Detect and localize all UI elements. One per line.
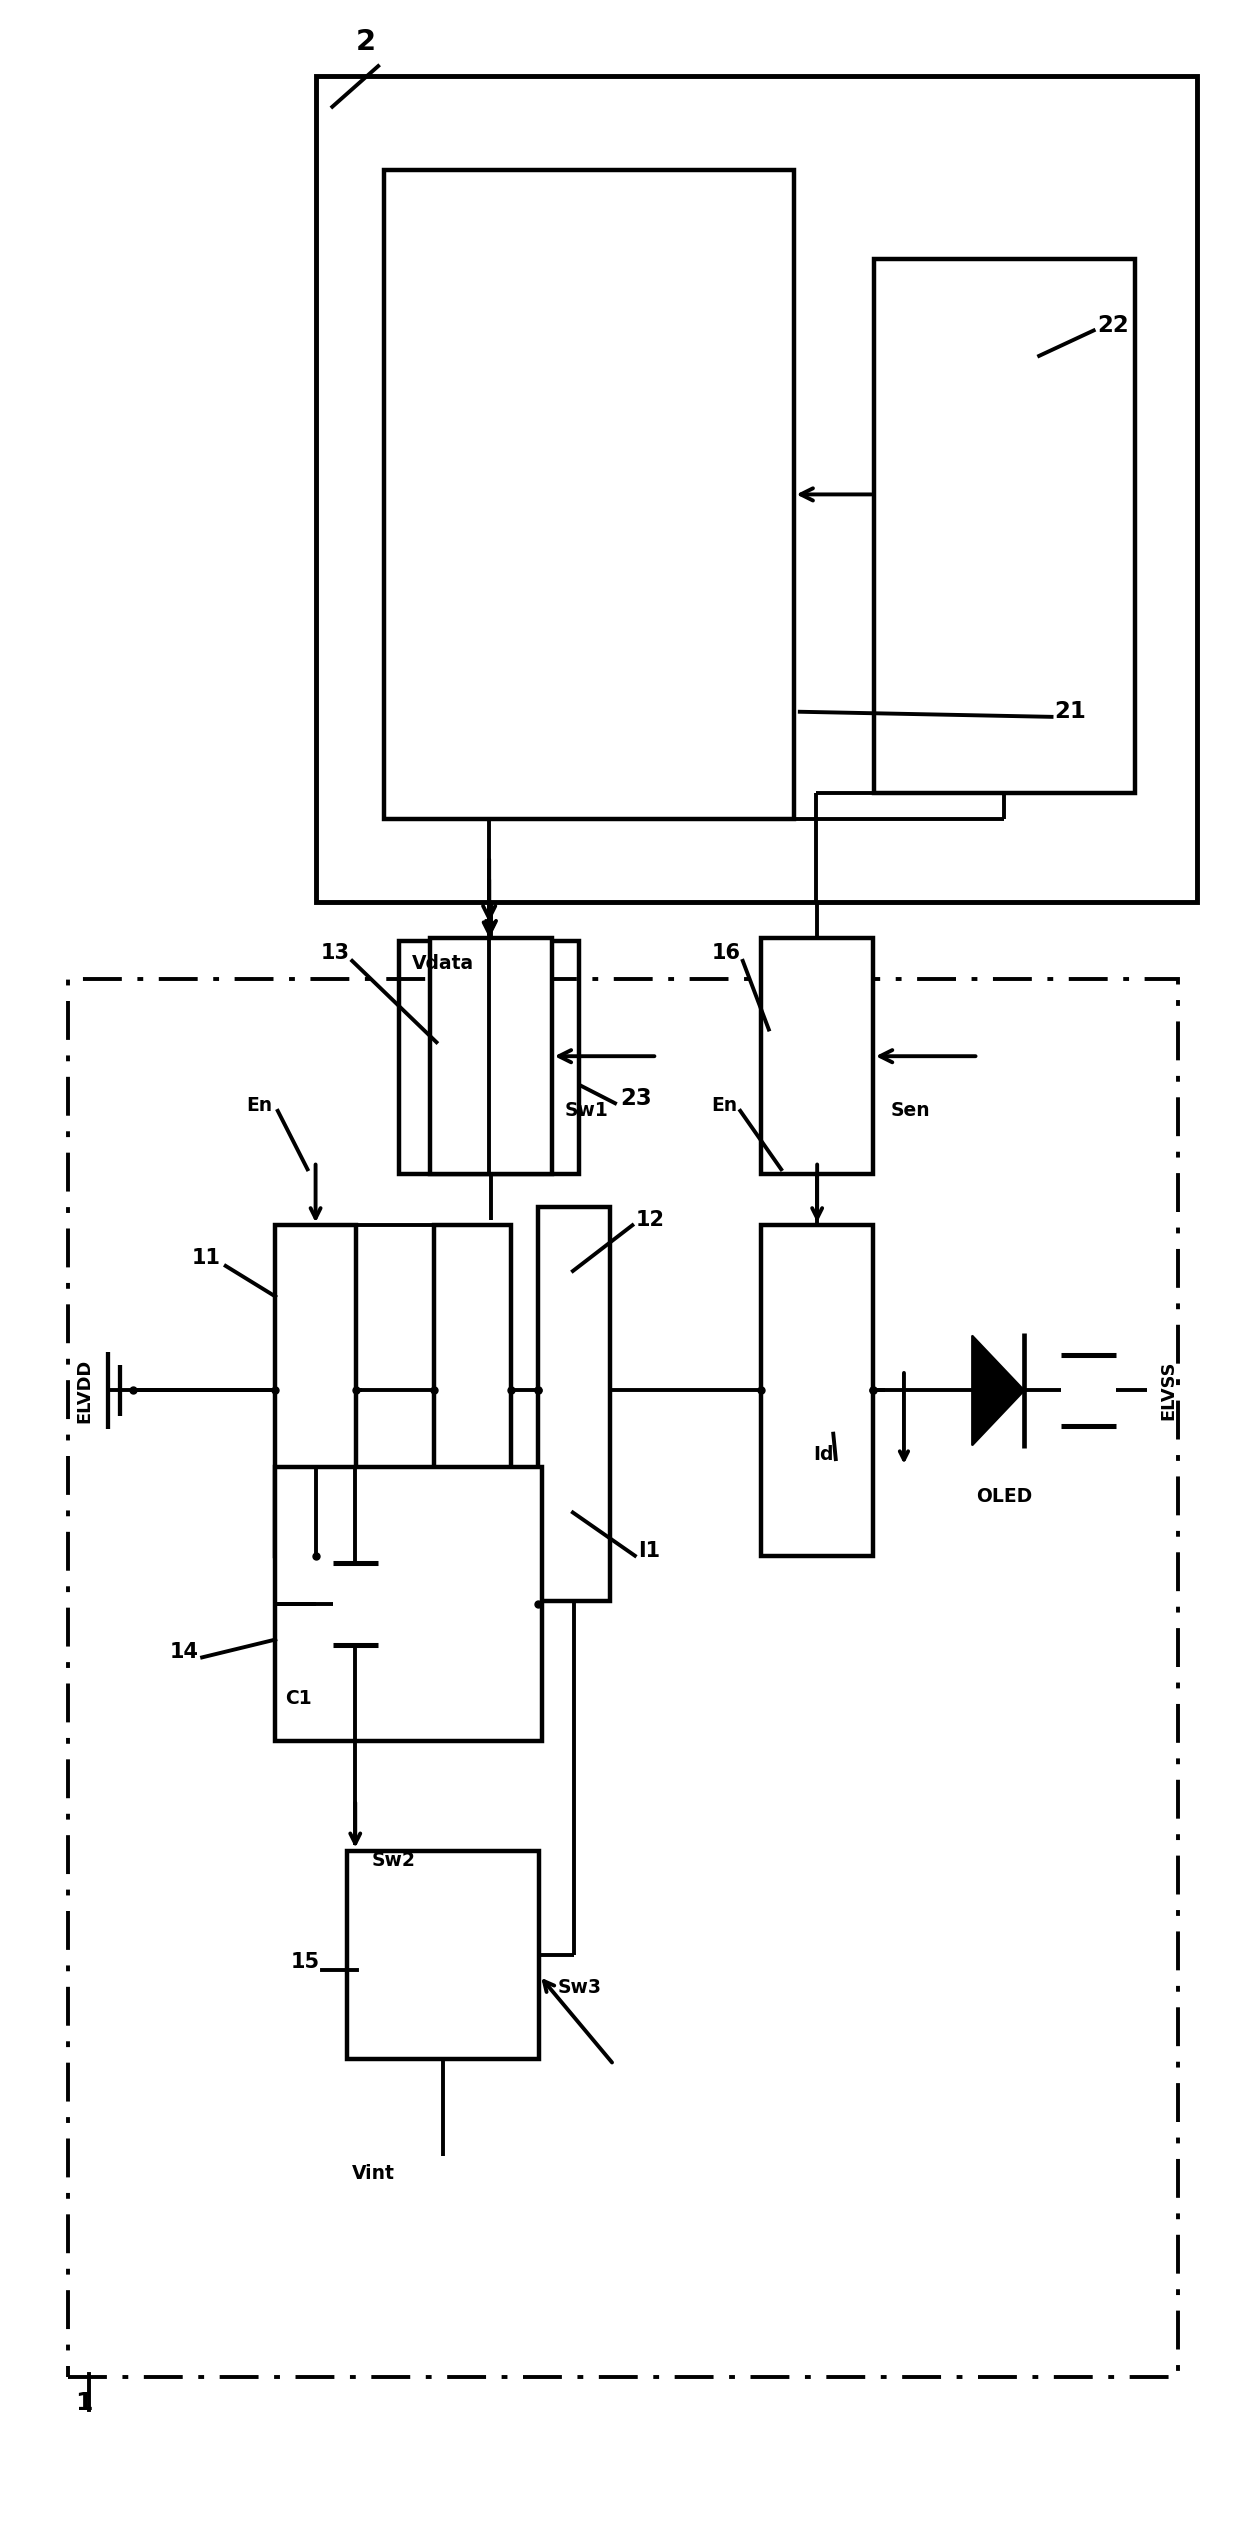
Bar xyxy=(761,1225,873,1556)
Text: 21: 21 xyxy=(1054,699,1086,724)
Text: OLED: OLED xyxy=(976,1487,1033,1505)
Text: Id: Id xyxy=(812,1444,833,1464)
Text: 23: 23 xyxy=(620,1085,652,1111)
Bar xyxy=(874,259,1135,793)
Text: ELVDD: ELVDD xyxy=(76,1357,93,1424)
Text: Vint: Vint xyxy=(352,2163,396,2184)
Text: 11: 11 xyxy=(192,1248,221,1268)
Text: 14: 14 xyxy=(170,1642,198,1662)
Bar xyxy=(434,1225,511,1556)
Bar xyxy=(68,979,1178,2377)
Bar xyxy=(430,938,552,1174)
Bar xyxy=(399,941,579,1174)
Text: En: En xyxy=(247,1096,273,1116)
Text: C1: C1 xyxy=(285,1688,311,1708)
Bar xyxy=(538,1207,610,1601)
Text: 16: 16 xyxy=(712,943,740,963)
Bar xyxy=(384,170,794,819)
Bar xyxy=(275,1467,542,1741)
Text: ELVSS: ELVSS xyxy=(1159,1360,1177,1421)
Bar xyxy=(761,938,873,1174)
Bar xyxy=(347,1851,539,2059)
Text: Sw3: Sw3 xyxy=(558,1978,601,1998)
Text: 1: 1 xyxy=(76,2392,93,2415)
Bar xyxy=(275,1225,356,1556)
Text: 2: 2 xyxy=(356,28,376,56)
Text: 13: 13 xyxy=(321,943,350,963)
Text: 15: 15 xyxy=(291,1952,320,1973)
Text: I1: I1 xyxy=(639,1540,661,1561)
Polygon shape xyxy=(972,1335,1024,1446)
Text: 22: 22 xyxy=(1097,313,1130,338)
Text: Vdata: Vdata xyxy=(412,953,474,974)
Bar xyxy=(316,76,1197,902)
Text: En: En xyxy=(712,1096,738,1116)
Text: 12: 12 xyxy=(636,1210,665,1230)
Text: Sen: Sen xyxy=(890,1101,930,1121)
Text: Sw2: Sw2 xyxy=(372,1851,415,1871)
Text: Sw1: Sw1 xyxy=(564,1101,608,1121)
